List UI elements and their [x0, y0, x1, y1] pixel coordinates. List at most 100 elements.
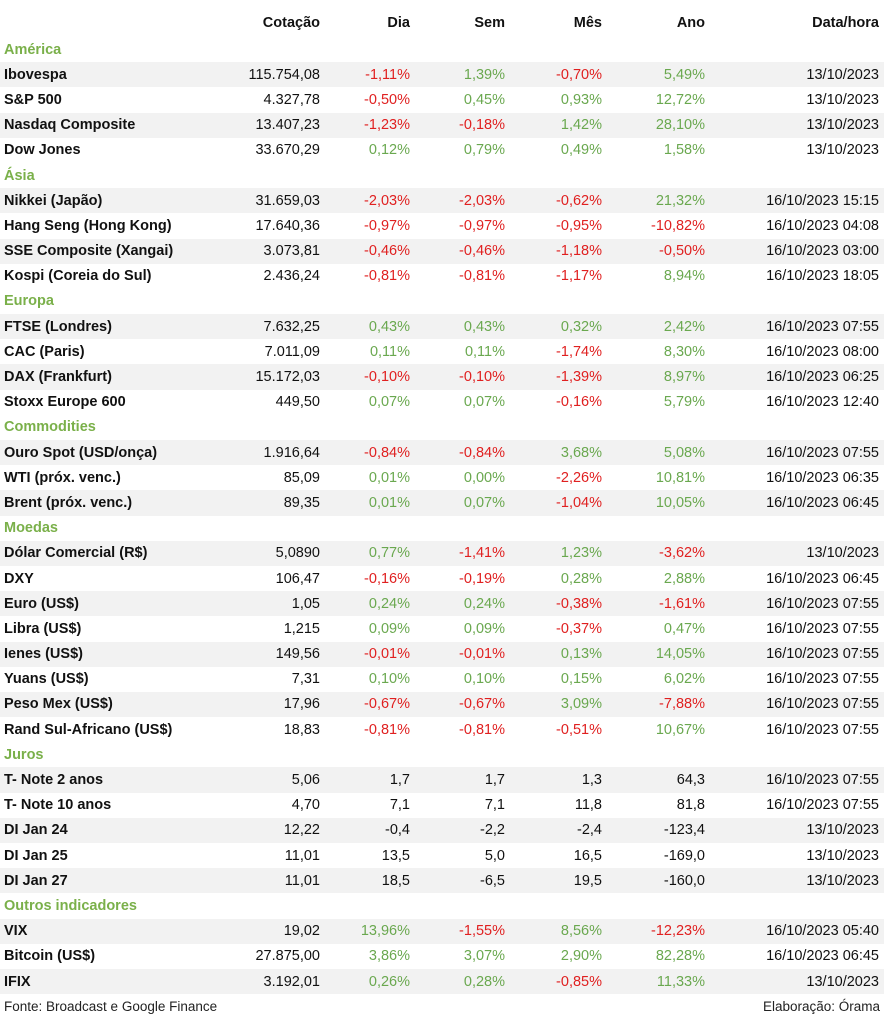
row-ano: 11,33%: [656, 973, 705, 990]
table-row: Rand Sul-Africano (US$) 18,83 -0,81% -0,81%…: [0, 717, 884, 742]
row-cotacao: 12,22: [283, 822, 320, 839]
row-dia: -0,4: [385, 822, 410, 839]
row-name: Libra (US$): [4, 620, 82, 637]
row-ano: -169,0: [663, 847, 705, 864]
header-mes: Mês: [573, 14, 602, 31]
row-mes: 0,13%: [560, 646, 602, 663]
row-datahora: 13/10/2023: [806, 847, 879, 864]
row-datahora: 16/10/2023 05:40: [766, 923, 879, 940]
section-label: América: [4, 41, 62, 58]
section-title: Juros: [0, 742, 884, 767]
row-mes: 0,32%: [560, 318, 602, 335]
row-name: Bitcoin (US$): [4, 948, 96, 965]
table-row: Euro (US$) 1,05 0,24% 0,24% -0,38% -1,61% 16/1…: [0, 591, 884, 617]
row-ano: 8,97%: [663, 369, 705, 386]
header-cotacao: Cotação: [262, 14, 320, 31]
row-name: Ouro Spot (USD/onça): [4, 444, 158, 461]
row-name: Nasdaq Composite: [4, 117, 136, 134]
row-sem: 0,00%: [463, 469, 505, 486]
row-dia: -0,84%: [364, 444, 410, 461]
row-mes: -0,16%: [556, 394, 602, 411]
table-row: Dow Jones 33.670,29 0,12% 0,79% 0,49% 1,58% 13…: [0, 138, 884, 163]
row-name: DI Jan 24: [4, 822, 68, 839]
row-cotacao: 31.659,03: [255, 192, 320, 209]
row-datahora: 16/10/2023 12:40: [766, 394, 879, 411]
row-dia: -0,97%: [364, 217, 410, 234]
row-dia: 0,01%: [368, 494, 410, 511]
row-ano: 2,42%: [663, 318, 705, 335]
row-cotacao: 7.632,25: [263, 318, 320, 335]
row-sem: -2,2: [480, 822, 505, 839]
row-sem: 0,10%: [463, 671, 505, 688]
row-datahora: 16/10/2023 07:55: [766, 444, 879, 461]
row-datahora: 16/10/2023 07:55: [766, 646, 879, 663]
table-row: Nikkei (Japão) 31.659,03 -2,03% -2,03% -0,62…: [0, 188, 884, 214]
row-mes: -0,37%: [556, 620, 602, 637]
row-mes: -1,74%: [556, 343, 602, 360]
row-dia: 13,96%: [360, 923, 410, 940]
row-name: DXY: [4, 570, 34, 587]
row-datahora: 16/10/2023 07:55: [766, 595, 879, 612]
row-ano: 81,8: [676, 797, 705, 814]
row-sem: -6,5: [480, 872, 505, 889]
row-cotacao: 33.670,29: [255, 142, 320, 159]
row-datahora: 13/10/2023: [806, 91, 879, 108]
row-datahora: 16/10/2023 04:08: [766, 217, 879, 234]
row-sem: 0,45%: [463, 91, 505, 108]
row-ano: 14,05%: [655, 646, 705, 663]
row-dia: 0,24%: [368, 595, 410, 612]
row-ano: -123,4: [663, 822, 705, 839]
row-datahora: 16/10/2023 07:55: [766, 772, 879, 789]
row-cotacao: 5,06: [291, 772, 320, 789]
row-ano: -12,23%: [650, 923, 705, 940]
row-name: Yuans (US$): [4, 671, 89, 688]
row-sem: 0,09%: [463, 620, 505, 637]
row-dia: -1,11%: [365, 66, 410, 83]
row-ano: -7,88%: [659, 696, 705, 713]
row-ano: -0,50%: [659, 243, 705, 260]
table-row: Brent (próx. venc.) 89,35 0,01% 0,07% -1,04%…: [0, 490, 884, 516]
row-ano: 82,28%: [655, 948, 705, 965]
row-ano: -10,82%: [650, 217, 705, 234]
row-sem: 0,43%: [463, 318, 505, 335]
row-mes: -1,18%: [556, 243, 602, 260]
row-datahora: 16/10/2023 08:00: [766, 343, 879, 360]
section-group: Commodities Ouro Spot (USD/onça) 1.916,64 -…: [0, 415, 884, 516]
row-cotacao: 13.407,23: [255, 117, 320, 134]
row-datahora: 16/10/2023 06:35: [766, 469, 879, 486]
section-label: Moedas: [4, 520, 58, 537]
row-cotacao: 106,47: [275, 570, 320, 587]
row-name: CAC (Paris): [4, 343, 85, 360]
row-cotacao: 89,35: [283, 494, 320, 511]
row-cotacao: 19,02: [283, 923, 320, 940]
section-group: Juros T- Note 2 anos 5,06 1,7 1,7 1,3 64,3 16/1…: [0, 742, 884, 894]
row-name: Rand Sul-Africano (US$): [4, 721, 173, 738]
section-group: Moedas Dólar Comercial (R$) 5,0890 0,77% -1,…: [0, 516, 884, 743]
section-group: Ásia Nikkei (Japão) 31.659,03 -2,03% -2,03% -…: [0, 163, 884, 289]
row-sem: 0,07%: [463, 394, 505, 411]
row-name: IFIX: [4, 973, 31, 990]
row-mes: 1,23%: [560, 545, 602, 562]
row-mes: 3,68%: [560, 444, 602, 461]
row-cotacao: 18,83: [283, 721, 320, 738]
table-row: T- Note 10 anos 4,70 7,1 7,1 11,8 81,8 16/10/2…: [0, 793, 884, 818]
row-name: Nikkei (Japão): [4, 192, 103, 209]
row-cotacao: 15.172,03: [255, 369, 320, 386]
row-name: WTI (próx. venc.): [4, 469, 121, 486]
row-ano: -160,0: [663, 872, 705, 889]
row-cotacao: 5,0890: [275, 545, 320, 562]
row-dia: -0,50%: [364, 91, 410, 108]
row-datahora: 13/10/2023: [806, 973, 879, 990]
row-cotacao: 1,215: [283, 620, 320, 637]
row-datahora: 16/10/2023 07:55: [766, 620, 879, 637]
row-dia: 0,43%: [368, 318, 410, 335]
header-datahora: Data/hora: [812, 14, 879, 31]
row-sem: 1,39%: [463, 66, 505, 83]
row-ano: 21,32%: [655, 192, 705, 209]
row-mes: 0,49%: [560, 142, 602, 159]
row-ano: 10,05%: [655, 494, 705, 511]
row-sem: -0,01%: [459, 646, 505, 663]
section-label: Outros indicadores: [4, 897, 137, 914]
row-sem: -2,03%: [459, 192, 505, 209]
table-row: CAC (Paris) 7.011,09 0,11% 0,11% -1,74% 8,30%…: [0, 339, 884, 364]
